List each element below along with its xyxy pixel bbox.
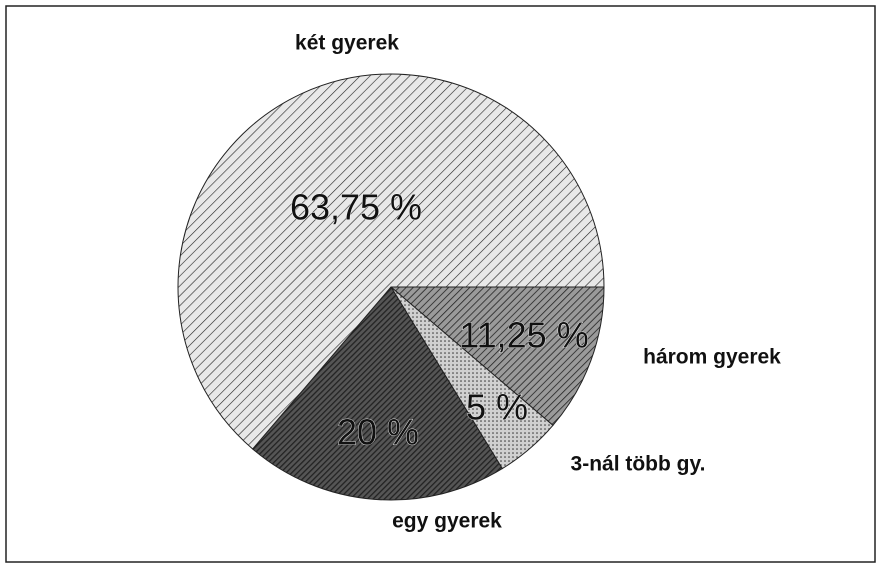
value-label: 20 % [337,412,419,453]
pie-slice [251,286,503,501]
slice-label: 3-nál több gy. [571,453,706,476]
pie-slice [389,286,605,427]
pie-slice [177,73,605,450]
slice-label: egy gyerek [392,510,502,533]
slice-label: két gyerek [295,32,399,55]
value-label: 11,25 % [459,315,588,356]
value-label: 5 % [466,387,528,428]
value-label: 63,75 % [290,187,422,228]
slice-label: három gyerek [643,346,781,369]
